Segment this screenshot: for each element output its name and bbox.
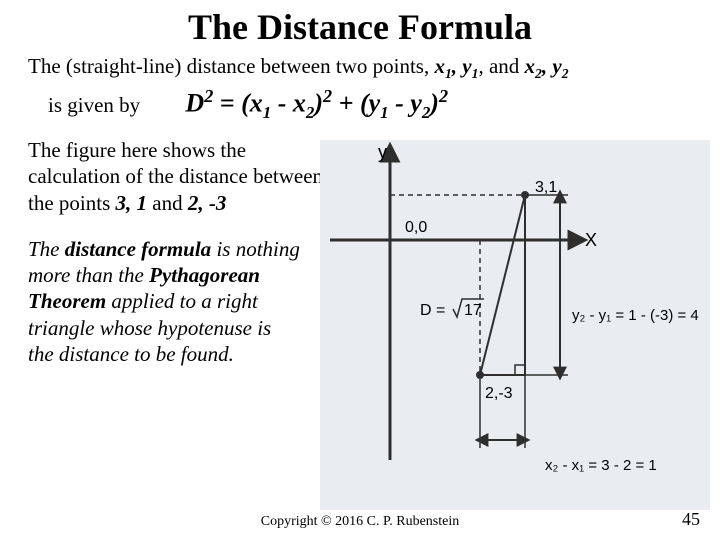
figure-description: The figure here shows the calculation of…	[0, 123, 340, 216]
dx-label: x₂ - x₁ = 3 - 2 = 1	[545, 457, 657, 474]
page-title: The Distance Formula	[0, 0, 720, 52]
origin-label: 0,0	[405, 219, 427, 236]
svg-text:17: 17	[464, 302, 482, 319]
text: The (straight-line) distance between two…	[28, 54, 434, 78]
point-a-label: 3,1	[535, 179, 557, 196]
point-b-label: 2,-3	[485, 385, 513, 402]
point1: x1, y1	[434, 54, 478, 78]
dy-label: y₂ - y₁ = 1 - (-3) = 4	[572, 307, 699, 324]
intro-line-1: The (straight-line) distance between two…	[0, 52, 720, 82]
svg-text:D =: D =	[420, 302, 445, 319]
page-number: 45	[682, 509, 700, 530]
pythagorean-note: The distance formula is nothing more tha…	[0, 216, 300, 367]
distance-diagram: y X 3,1 2,-3 0,0 D = 17 y₂ - y₁ = 1 - (-…	[320, 140, 710, 510]
given-by: is given by	[48, 93, 140, 117]
copyright: Copyright © 2016 C. P. Rubenstein	[0, 514, 720, 530]
point2: x2, y2	[525, 54, 569, 78]
distance-formula: D2 = (x1 - x2)2 + (y1 - y2)2	[185, 86, 448, 123]
y-axis-label: y	[378, 142, 387, 162]
x-axis-label: X	[585, 230, 597, 250]
intro-line-2: is given by D2 = (x1 - x2)2 + (y1 - y2)2	[0, 82, 720, 123]
text: , and	[478, 54, 524, 78]
